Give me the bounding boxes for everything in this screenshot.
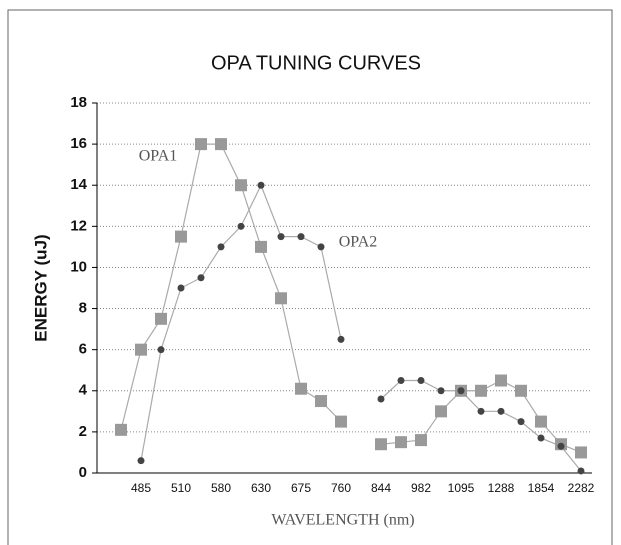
data-point xyxy=(255,240,267,253)
y-tick-label: 10 xyxy=(70,258,87,275)
data-point xyxy=(437,387,445,395)
y-tick-label: 18 xyxy=(70,94,87,111)
data-point xyxy=(177,284,185,292)
x-tick-label: 982 xyxy=(411,481,431,495)
x-tick-label: 1095 xyxy=(448,481,475,495)
data-point xyxy=(175,230,187,243)
data-point xyxy=(235,179,247,192)
x-axis-label: WAVELENGTH (nm) xyxy=(271,512,414,529)
data-point xyxy=(517,418,525,426)
y-axis-label: ENERGY (uJ) xyxy=(31,234,50,341)
data-point xyxy=(535,415,547,428)
data-point xyxy=(155,312,167,325)
x-tick-label: 844 xyxy=(371,481,391,495)
data-point xyxy=(157,346,165,354)
x-tick-label: 580 xyxy=(211,481,231,495)
x-tick-label: 510 xyxy=(171,481,191,495)
data-point xyxy=(195,138,207,151)
data-point xyxy=(337,335,345,343)
data-point xyxy=(137,457,145,465)
data-point xyxy=(397,377,405,384)
data-point xyxy=(577,467,585,475)
data-point xyxy=(417,377,425,384)
y-tick-label: 16 xyxy=(70,135,87,152)
data-point xyxy=(295,382,307,395)
data-point xyxy=(197,274,205,282)
data-point xyxy=(215,138,227,151)
data-point xyxy=(217,243,225,251)
annotation: OPA1 xyxy=(139,148,178,165)
data-point xyxy=(415,434,427,447)
x-tick-label: 760 xyxy=(331,481,351,495)
data-point xyxy=(575,446,587,459)
y-tick-label: 6 xyxy=(79,341,87,358)
data-point xyxy=(395,436,407,449)
data-point xyxy=(277,233,285,241)
x-tick-label: 1854 xyxy=(528,481,555,495)
y-tick-label: 8 xyxy=(79,300,87,317)
y-tick-label: 2 xyxy=(79,423,87,440)
y-tick-label: 14 xyxy=(70,176,87,193)
data-point xyxy=(275,292,287,305)
chart-title: OPA TUNING CURVES xyxy=(211,52,421,74)
x-tick-label: 630 xyxy=(251,481,271,495)
frame xyxy=(7,9,613,545)
data-point xyxy=(435,405,447,418)
annotation: OPA2 xyxy=(339,234,378,251)
data-point xyxy=(495,374,507,387)
data-point xyxy=(315,395,327,408)
y-tick-label: 4 xyxy=(79,382,88,399)
series-line xyxy=(120,143,582,453)
y-tick-label: 0 xyxy=(79,464,87,481)
data-point xyxy=(557,442,565,450)
data-point xyxy=(497,407,505,415)
x-tick-label: 675 xyxy=(291,481,311,495)
data-point xyxy=(135,343,147,356)
data-point xyxy=(477,407,485,415)
x-tick-label: 485 xyxy=(131,481,151,495)
data-point xyxy=(335,415,347,428)
series-line xyxy=(140,183,582,472)
data-point xyxy=(115,423,127,436)
y-tick-label: 12 xyxy=(70,217,87,234)
data-point xyxy=(377,395,385,403)
data-point xyxy=(537,434,545,442)
data-point xyxy=(515,384,527,397)
x-tick-label: 1288 xyxy=(488,481,515,495)
data-point xyxy=(237,222,245,230)
x-tick-label: 2282 xyxy=(568,481,595,495)
data-point xyxy=(457,387,465,395)
data-point xyxy=(475,384,487,397)
data-point xyxy=(375,438,387,451)
data-point xyxy=(297,233,305,241)
data-point xyxy=(317,243,325,251)
data-point xyxy=(257,181,265,189)
